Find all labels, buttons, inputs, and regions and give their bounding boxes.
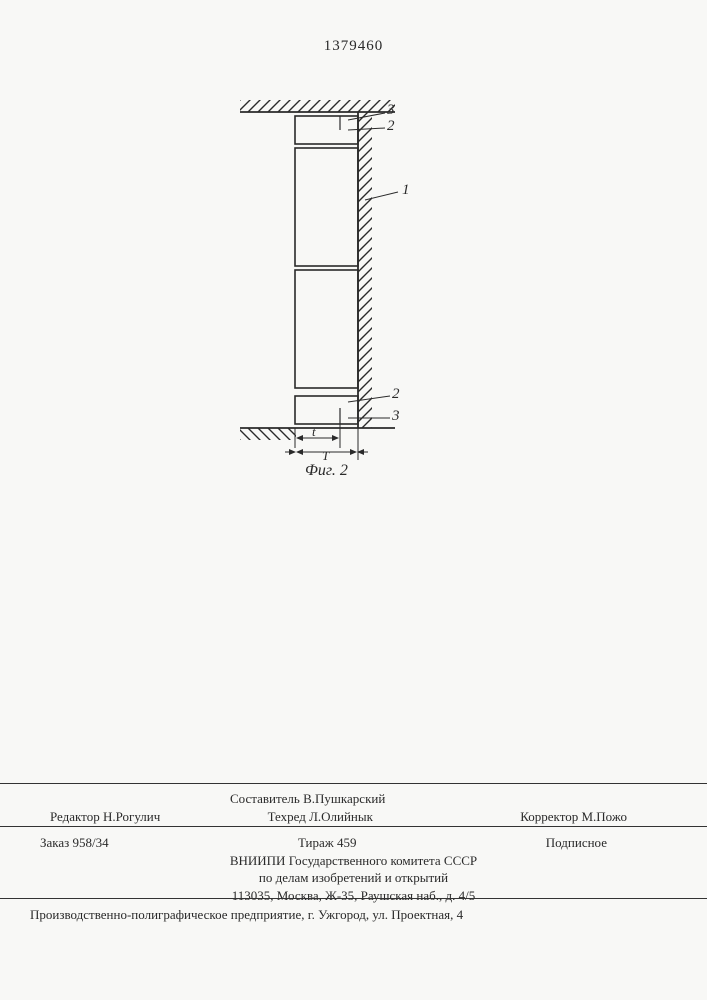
divider <box>0 826 707 827</box>
credits-block-2: Заказ 958/34 Тираж 459 Подписное ВНИИПИ … <box>0 834 707 904</box>
figure-caption: Фиг. 2 <box>305 462 348 480</box>
compositor: Составитель В.Пушкарский <box>230 791 385 806</box>
callout-3-bottom: 3 <box>392 408 400 425</box>
patent-number: 1379460 <box>324 38 384 55</box>
address-line: 113035, Москва, Ж-35, Раушская наб., д. … <box>0 887 707 905</box>
callout-3-top: 3 <box>387 102 395 119</box>
corrector: Корректор М.Пожо <box>520 808 627 826</box>
affairs-line: по делам изобретений и открытий <box>0 869 707 887</box>
editor: Редактор Н.Рогулич <box>50 808 160 826</box>
callout-2-bottom: 2 <box>392 386 400 403</box>
print-shop-line: Производственно-полиграфическое предприя… <box>0 906 707 924</box>
credits-block-3: Производственно-полиграфическое предприя… <box>0 906 707 924</box>
order-number: Заказ 958/34 <box>40 834 109 852</box>
dim-t: t <box>312 424 316 440</box>
vniipi-line: ВНИИПИ Государственного комитета СССР <box>0 852 707 870</box>
divider <box>0 783 707 784</box>
tirazh: Тираж 459 <box>298 834 357 852</box>
callout-1: 1 <box>402 182 410 199</box>
subscription: Подписное <box>546 834 607 852</box>
callout-2-top: 2 <box>387 118 395 135</box>
credits-block-1: Составитель В.Пушкарский Редактор Н.Рогу… <box>0 790 707 825</box>
divider <box>0 898 707 899</box>
tech-editor: Техред Л.Олийнык <box>268 808 373 826</box>
figure-2: 3 2 1 2 3 t T Фиг. 2 <box>240 100 480 520</box>
